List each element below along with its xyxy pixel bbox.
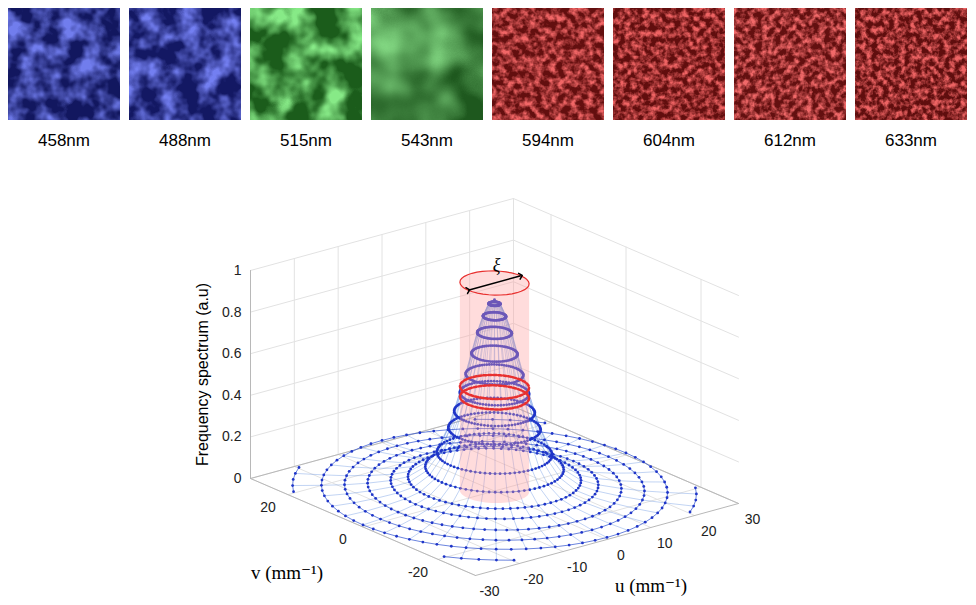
- svg-text:u (mm⁻¹): u (mm⁻¹): [615, 575, 687, 597]
- svg-text:-20: -20: [408, 564, 428, 580]
- svg-text:-30: -30: [479, 583, 499, 599]
- svg-text:-20: -20: [523, 571, 543, 587]
- svg-text:488nm: 488nm: [159, 131, 211, 150]
- svg-text:612nm: 612nm: [764, 131, 816, 150]
- svg-text:0: 0: [339, 531, 347, 547]
- svg-text:Frequency spectrum (a.u): Frequency spectrum (a.u): [194, 283, 211, 466]
- svg-text:458nm: 458nm: [38, 131, 90, 150]
- svg-text:10: 10: [657, 535, 673, 551]
- svg-text:30: 30: [745, 511, 761, 527]
- svg-text:0.2: 0.2: [222, 428, 242, 444]
- svg-text:633nm: 633nm: [885, 131, 937, 150]
- svg-text:515nm: 515nm: [280, 131, 332, 150]
- svg-text:1: 1: [234, 262, 242, 278]
- svg-text:-10: -10: [567, 559, 587, 575]
- svg-text:0: 0: [617, 547, 625, 563]
- svg-text:0.6: 0.6: [222, 345, 242, 361]
- svg-text:0: 0: [234, 470, 242, 486]
- svg-text:543nm: 543nm: [401, 131, 453, 150]
- svg-text:0.4: 0.4: [222, 387, 242, 403]
- svg-text:ξ: ξ: [493, 255, 501, 275]
- svg-text:v (mm⁻¹): v (mm⁻¹): [251, 562, 323, 584]
- svg-text:20: 20: [260, 499, 276, 515]
- svg-text:604nm: 604nm: [643, 131, 695, 150]
- svg-text:20: 20: [701, 523, 717, 539]
- svg-text:0.8: 0.8: [222, 304, 242, 320]
- svg-text:594nm: 594nm: [522, 131, 574, 150]
